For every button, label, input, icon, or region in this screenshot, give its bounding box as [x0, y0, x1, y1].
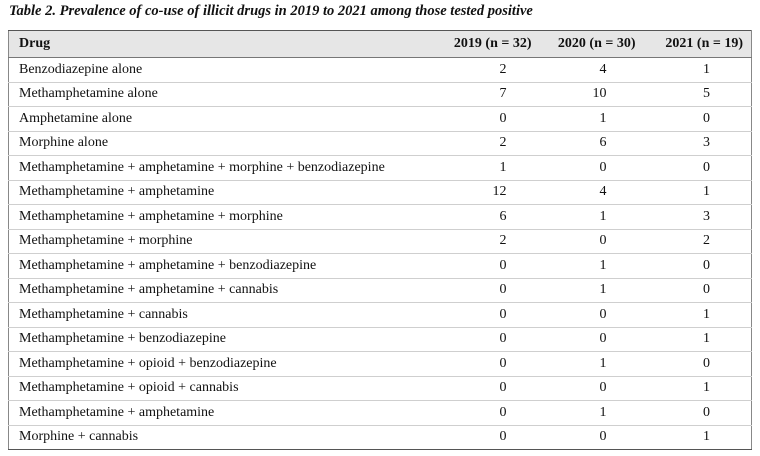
cell-2019: 12 [424, 180, 540, 205]
cell-drug: Amphetamine alone [8, 106, 425, 132]
table-row: Methamphetamine + amphetamine + morphine… [8, 204, 752, 230]
table-caption: Table 2. Prevalence of co-use of illicit… [9, 3, 533, 19]
cell-2020: 1 [539, 400, 644, 426]
table-row: Methamphetamine + morphine 2 0 2 [8, 229, 752, 254]
table-row: Amphetamine alone 0 1 0 [8, 106, 752, 132]
cell-2020: 0 [539, 425, 644, 450]
table-row: Methamphetamine + benzodiazepine 0 0 1 [8, 327, 752, 352]
cell-2021: 1 [643, 302, 752, 328]
cell-2019: 6 [424, 204, 540, 230]
cell-2021: 1 [643, 180, 752, 205]
cell-drug: Methamphetamine + amphetamine [8, 400, 425, 426]
cell-2019: 0 [424, 400, 540, 426]
table-row: Morphine alone 2 6 3 [8, 131, 752, 156]
cell-drug: Methamphetamine + amphetamine [8, 180, 425, 205]
cell-2019: 0 [424, 327, 540, 352]
table-row: Methamphetamine + cannabis 0 0 1 [8, 302, 752, 328]
cell-2019: 0 [424, 425, 540, 450]
cell-2020: 1 [539, 351, 644, 377]
cell-2021: 3 [643, 204, 752, 230]
table-body: Benzodiazepine alone 2 4 1 Methamphetamine a… [8, 57, 752, 450]
header-row: Drug 2019 (n = 32) 2020 (n = 30) 2021 (n… [8, 30, 752, 58]
table-row: Methamphetamine alone 7 10 5 [8, 82, 752, 107]
cell-2019: 0 [424, 302, 540, 328]
cell-2020: 0 [539, 229, 644, 254]
column-header-2020: 2020 (n = 30) [539, 30, 644, 58]
cell-2019: 7 [424, 82, 540, 107]
table-row: Methamphetamine + amphetamine + cannabis… [8, 278, 752, 303]
cell-2019: 0 [424, 106, 540, 132]
column-header-2019: 2019 (n = 32) [424, 30, 540, 58]
table-row: Methamphetamine + amphetamine 0 1 0 [8, 400, 752, 426]
cell-drug: Methamphetamine + amphetamine + morphine… [8, 155, 425, 181]
cell-2019: 0 [424, 278, 540, 303]
table-row: Methamphetamine + amphetamine + morphine… [8, 155, 752, 181]
cell-2021: 1 [643, 57, 752, 83]
cell-2019: 0 [424, 253, 540, 279]
table-header: Drug 2019 (n = 32) 2020 (n = 30) 2021 (n… [8, 30, 752, 58]
cell-drug: Methamphetamine + opioid + cannabis [8, 376, 425, 401]
table-row: Methamphetamine + opioid + cannabis 0 0 1 [8, 376, 752, 401]
cell-drug: Morphine + cannabis [8, 425, 425, 450]
cell-drug: Methamphetamine + benzodiazepine [8, 327, 425, 352]
cell-2020: 10 [539, 82, 644, 107]
cell-2021: 0 [643, 155, 752, 181]
table-row: Benzodiazepine alone 2 4 1 [8, 57, 752, 83]
cell-2020: 0 [539, 155, 644, 181]
cell-drug: Methamphetamine + amphetamine + cannabis [8, 278, 425, 303]
cell-drug: Methamphetamine + amphetamine + morphine [8, 204, 425, 230]
cell-2019: 0 [424, 351, 540, 377]
cell-2020: 1 [539, 204, 644, 230]
cell-drug: Morphine alone [8, 131, 425, 156]
cell-drug: Methamphetamine + cannabis [8, 302, 425, 328]
cell-2021: 0 [643, 400, 752, 426]
cell-drug: Methamphetamine + opioid + benzodiazepin… [8, 351, 425, 377]
cell-2020: 4 [539, 57, 644, 83]
cell-2021: 0 [643, 106, 752, 132]
cell-2021: 5 [643, 82, 752, 107]
cell-drug: Methamphetamine + amphetamine + benzodia… [8, 253, 425, 279]
cell-2019: 0 [424, 376, 540, 401]
cell-2021: 3 [643, 131, 752, 156]
cell-2021: 0 [643, 351, 752, 377]
cell-2021: 0 [643, 253, 752, 279]
prevalence-table: Drug 2019 (n = 32) 2020 (n = 30) 2021 (n… [8, 30, 752, 450]
cell-2019: 2 [424, 229, 540, 254]
cell-drug: Methamphetamine alone [8, 82, 425, 107]
column-header-drug: Drug [8, 30, 425, 58]
cell-2020: 4 [539, 180, 644, 205]
cell-2021: 1 [643, 376, 752, 401]
cell-2020: 0 [539, 302, 644, 328]
cell-2019: 2 [424, 57, 540, 83]
cell-2021: 2 [643, 229, 752, 254]
cell-drug: Methamphetamine + morphine [8, 229, 425, 254]
cell-2020: 0 [539, 327, 644, 352]
table-row: Morphine + cannabis 0 0 1 [8, 425, 752, 450]
cell-2021: 1 [643, 327, 752, 352]
cell-2021: 1 [643, 425, 752, 450]
table-row: Methamphetamine + opioid + benzodiazepin… [8, 351, 752, 377]
cell-drug: Benzodiazepine alone [8, 57, 425, 83]
table-row: Methamphetamine + amphetamine 12 4 1 [8, 180, 752, 205]
cell-2021: 0 [643, 278, 752, 303]
cell-2020: 1 [539, 253, 644, 279]
cell-2019: 2 [424, 131, 540, 156]
column-header-2021: 2021 (n = 19) [643, 30, 752, 58]
cell-2020: 1 [539, 278, 644, 303]
cell-2019: 1 [424, 155, 540, 181]
cell-2020: 6 [539, 131, 644, 156]
table-row: Methamphetamine + amphetamine + benzodia… [8, 253, 752, 279]
cell-2020: 0 [539, 376, 644, 401]
cell-2020: 1 [539, 106, 644, 132]
